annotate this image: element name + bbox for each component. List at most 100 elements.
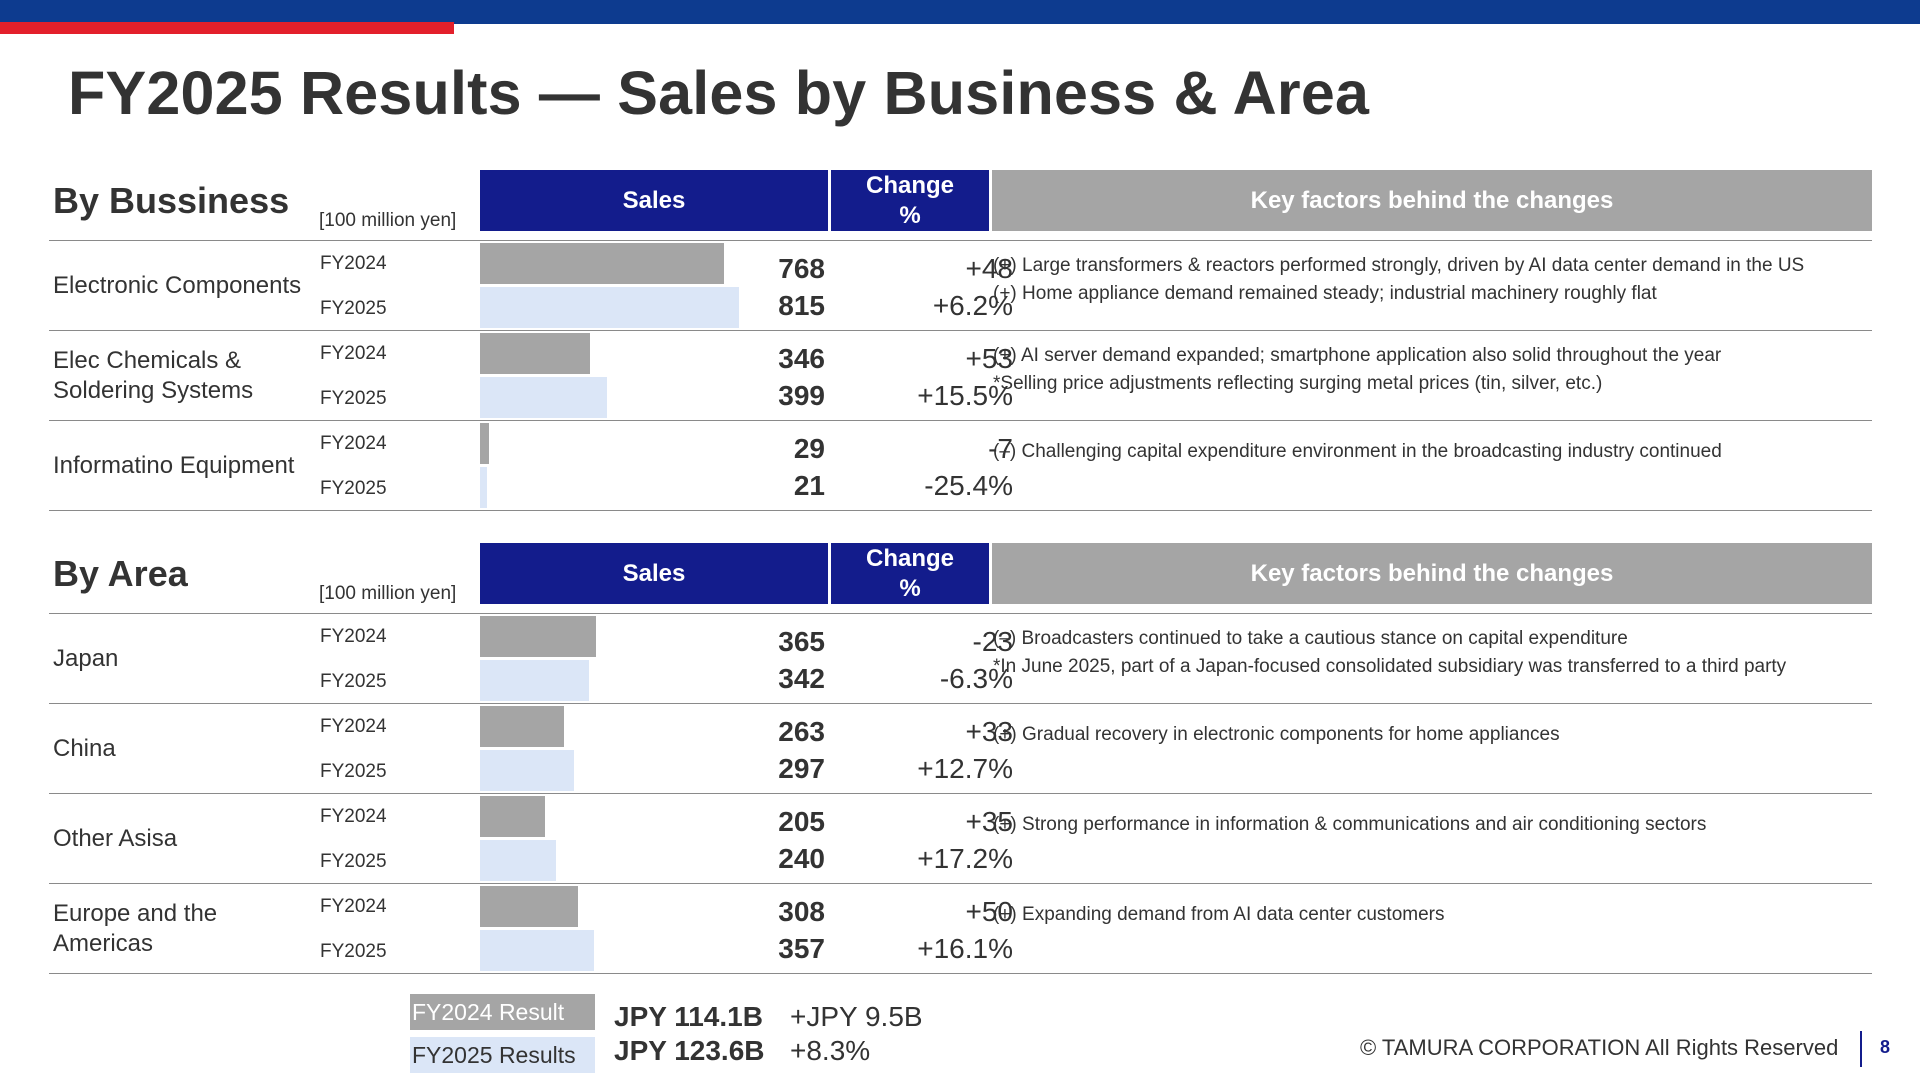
key-factor-1: (+) Gradual recovery in electronic compo… <box>993 724 1560 745</box>
sales-value-fy2024: 29 <box>793 433 825 464</box>
row-label: Japan <box>53 644 119 672</box>
sales-value-fy2025: 357 <box>778 933 825 964</box>
change-percent: +17.2% <box>917 843 1013 874</box>
bar-fy2024 <box>480 616 597 657</box>
change-absolute: +35 <box>965 806 1014 837</box>
business-change-header: Change% <box>831 170 989 231</box>
table-row: Informatino Equipment FY2024 FY2025 29 21 -7 -… <box>49 421 1872 511</box>
bar-fy2025 <box>480 467 487 508</box>
year-label-fy2024: FY2024 <box>320 626 387 647</box>
row-label: Elec Chemicals & Soldering Systems <box>53 346 254 404</box>
year-label-fy2025: FY2025 <box>320 478 387 499</box>
area-sales-header: Sales <box>480 543 828 604</box>
year-label-fy2025: FY2025 <box>320 941 387 962</box>
year-label-fy2025: FY2025 <box>320 851 387 872</box>
table-row: Other Asisa FY2024 FY2025 205 240 +35 +17.2% (+… <box>49 794 1872 884</box>
sales-value-fy2024: 346 <box>778 343 825 374</box>
change-percent: -25.4% <box>924 470 1013 501</box>
total-fy2025-value: JPY 123.6B <box>614 1035 765 1066</box>
brand-red-accent <box>0 22 454 34</box>
change-absolute: -23 <box>972 626 1013 657</box>
bar-fy2025 <box>480 930 594 971</box>
area-factors-header: Key factors behind the changes <box>992 543 1872 604</box>
brand-top-bar <box>0 0 1920 22</box>
key-factor-1: (+) AI server demand expanded; smartphon… <box>993 345 1722 366</box>
bar-fy2024 <box>480 333 591 374</box>
year-label-fy2025: FY2025 <box>320 298 387 319</box>
key-factor-1: (–) Challenging capital expenditure envi… <box>993 441 1722 462</box>
total-change-pct: +8.3% <box>790 1035 871 1066</box>
bar-fy2024 <box>480 796 546 837</box>
area-section-title: By Area <box>53 553 188 594</box>
year-label-fy2025: FY2025 <box>320 388 387 409</box>
legend-fy2025: FY2025 Results <box>410 1037 595 1073</box>
key-factor-2: (+) Home appliance demand remained stead… <box>993 283 1657 304</box>
area-change-header: Change% <box>831 543 989 604</box>
key-factor-1: (+) Expanding demand from AI data center… <box>993 904 1445 925</box>
copyright-text: © TAMURA CORPORATION All Rights Reserved <box>1360 1035 1839 1060</box>
change-absolute: +48 <box>965 253 1014 284</box>
bar-fy2025 <box>480 660 589 701</box>
key-factor-1: (+) Large transformers & reactors perfor… <box>993 255 1805 276</box>
bar-fy2024 <box>480 423 490 464</box>
page-title: FY2025 Results — Sales by Business & Are… <box>68 59 1370 127</box>
bar-fy2025 <box>480 750 575 791</box>
change-header-line2: % <box>899 201 921 229</box>
key-factor-1: (+) Strong performance in information & … <box>993 814 1707 835</box>
year-label-fy2024: FY2024 <box>320 896 387 917</box>
sales-value-fy2024: 365 <box>778 626 825 657</box>
change-percent: +15.5% <box>917 380 1013 411</box>
total-fy2024-value: JPY 114.1B <box>614 1001 763 1032</box>
table-row: Elec Chemicals & Soldering Systems FY2024… <box>49 331 1872 421</box>
year-label-fy2024: FY2024 <box>320 716 387 737</box>
year-label-fy2024: FY2024 <box>320 253 387 274</box>
sales-value-fy2024: 768 <box>778 253 825 284</box>
key-factor-2: *In June 2025, part of a Japan-focused c… <box>993 656 1787 677</box>
change-percent: +12.7% <box>917 753 1013 784</box>
table-row: Electronic Components FY2024 FY2025 768 815 +… <box>49 241 1872 331</box>
table-row: China FY2024 FY2025 263 297 +33 +12.7% (+) Grad… <box>49 704 1872 794</box>
business-sales-header: Sales <box>480 170 828 231</box>
year-label-fy2025: FY2025 <box>320 671 387 692</box>
sales-value-fy2025: 399 <box>778 380 825 411</box>
row-label: Europe and the Americas <box>53 899 218 957</box>
key-factor-2: *Selling price adjustments reflecting su… <box>993 373 1603 394</box>
year-label-fy2024: FY2024 <box>320 806 387 827</box>
change-absolute: +33 <box>965 716 1014 747</box>
business-rows: Electronic Components FY2024 FY2025 768 815 +… <box>49 240 1872 511</box>
change-percent: -6.3% <box>939 663 1013 694</box>
row-label: Informatino Equipment <box>53 451 295 479</box>
business-section-title: By Bussiness <box>53 180 290 221</box>
change-header-line1: Change <box>865 171 954 199</box>
business-factors-header: Key factors behind the changes <box>992 170 1872 231</box>
sales-value-fy2024: 205 <box>778 806 825 837</box>
area-rows: Japan FY2024 FY2025 365 342 -23 -6.3% (–) Broad… <box>49 613 1872 974</box>
bar-fy2025 <box>480 287 740 328</box>
key-factor-1: (–) Broadcasters continued to take a cau… <box>993 628 1628 649</box>
legend-fy2024: FY2024 Result <box>410 994 595 1030</box>
table-row: Japan FY2024 FY2025 365 342 -23 -6.3% (–) Broad… <box>49 614 1872 704</box>
brand-top-line <box>454 22 1920 24</box>
row-label: China <box>53 734 116 762</box>
change-percent: +16.1% <box>917 933 1013 964</box>
sales-value-fy2024: 263 <box>778 716 825 747</box>
change-header-line1: Change <box>865 544 954 572</box>
sales-value-fy2025: 815 <box>778 290 825 321</box>
page-number: 8 <box>1880 1037 1891 1057</box>
year-label-fy2024: FY2024 <box>320 343 387 364</box>
bar-fy2025 <box>480 840 557 881</box>
sales-value-fy2025: 240 <box>778 843 825 874</box>
area-unit-label: [100 million yen] <box>319 583 457 604</box>
change-absolute: -7 <box>988 433 1013 464</box>
year-label-fy2024: FY2024 <box>320 433 387 454</box>
change-absolute: +53 <box>965 343 1014 374</box>
year-label-fy2025: FY2025 <box>320 761 387 782</box>
bar-fy2024 <box>480 886 578 927</box>
row-label: Electronic Components <box>53 271 302 299</box>
change-absolute: +50 <box>965 896 1014 927</box>
change-header-line2: % <box>899 574 921 602</box>
table-row: Europe and the Americas FY2024 FY2025 308 35… <box>49 884 1872 974</box>
sales-value-fy2025: 342 <box>778 663 825 694</box>
row-label: Other Asisa <box>53 824 178 852</box>
bar-fy2025 <box>480 377 607 418</box>
